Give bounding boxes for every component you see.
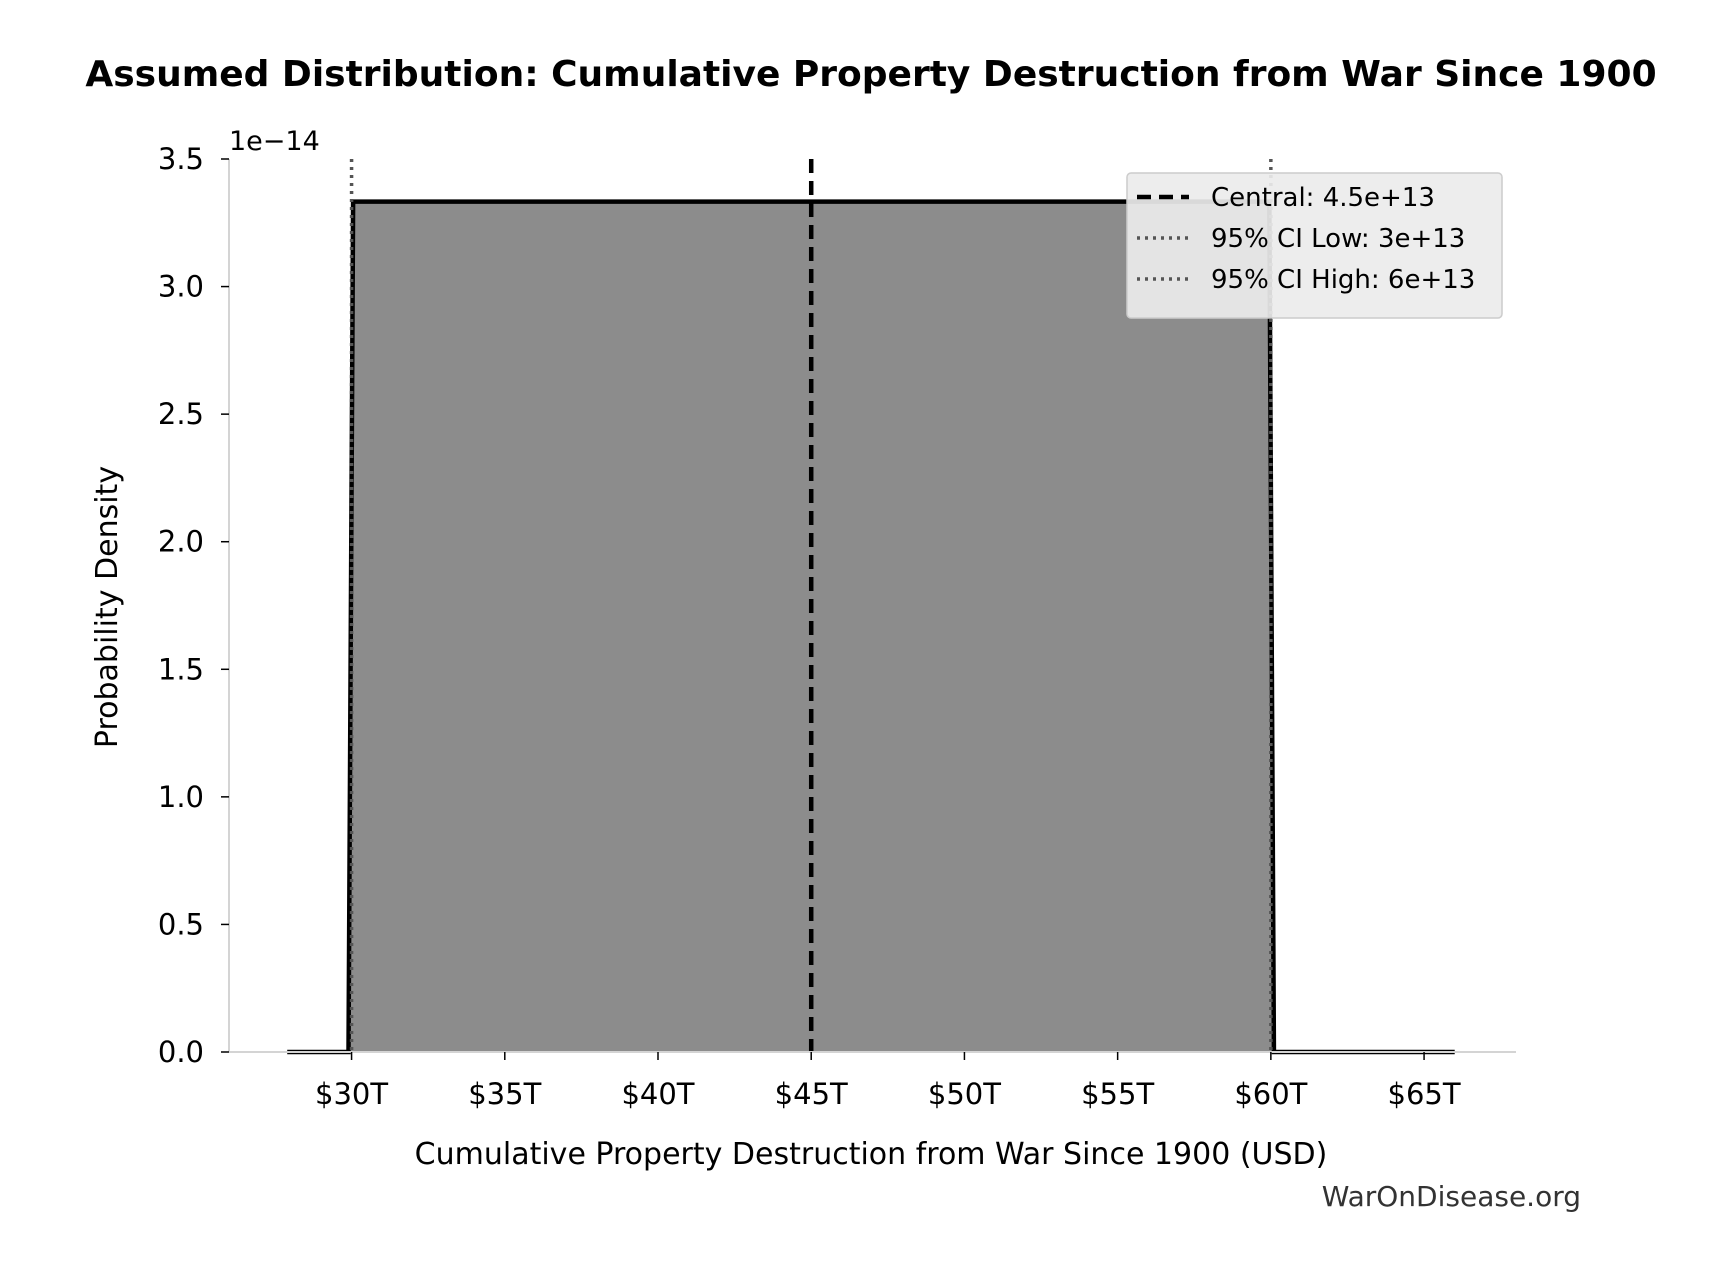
- y-tick-label: 2.5: [158, 397, 204, 431]
- x-tick-label: $65T: [1388, 1077, 1461, 1111]
- legend-label: 95% CI High: 6e+13: [1211, 265, 1475, 295]
- x-tick-label: $45T: [775, 1077, 848, 1111]
- x-tick-label: $40T: [621, 1077, 694, 1111]
- y-offset-label: 1e−14: [229, 126, 320, 157]
- y-tick-label: 1.5: [158, 652, 204, 686]
- watermark: WarOnDisease.org: [1322, 1180, 1581, 1213]
- legend-box: [1126, 172, 1503, 319]
- y-tick-label: 0.5: [158, 907, 204, 941]
- y-tick-label: 3.0: [158, 270, 204, 304]
- chart-title: Assumed Distribution: Cumulative Propert…: [85, 54, 1656, 95]
- x-tick-label: $30T: [315, 1077, 388, 1111]
- x-tick-label: $50T: [928, 1077, 1001, 1111]
- axes: $30T $35T $40T $45T $50T $55T $60T $65T 0.0 0.5 1.…: [158, 142, 1516, 1111]
- x-tick-label: $35T: [468, 1077, 541, 1111]
- legend-label: Central: 4.5e+13: [1211, 183, 1435, 213]
- y-axis-label: Probability Density: [90, 466, 125, 748]
- reference-lines-layer: [349, 159, 1273, 1052]
- y-tick-label: 0.0: [158, 1035, 204, 1069]
- y-tick-label: 3.5: [158, 142, 204, 176]
- x-tick-label: $60T: [1234, 1077, 1307, 1111]
- legend-label: 95% CI Low: 3e+13: [1211, 224, 1465, 254]
- density-area-layer: [287, 199, 1455, 1055]
- density-fill-0: [287, 201, 1455, 1052]
- x-tick-label: $55T: [1081, 1077, 1154, 1111]
- legend: Central: 4.5e+13 95% CI Low: 3e+13 95% CI …: [1126, 172, 1503, 319]
- x-axis-label: Cumulative Property Destruction from War…: [415, 1137, 1328, 1172]
- y-tick-label: 2.0: [158, 525, 204, 559]
- y-tick-label: 1.0: [158, 780, 204, 814]
